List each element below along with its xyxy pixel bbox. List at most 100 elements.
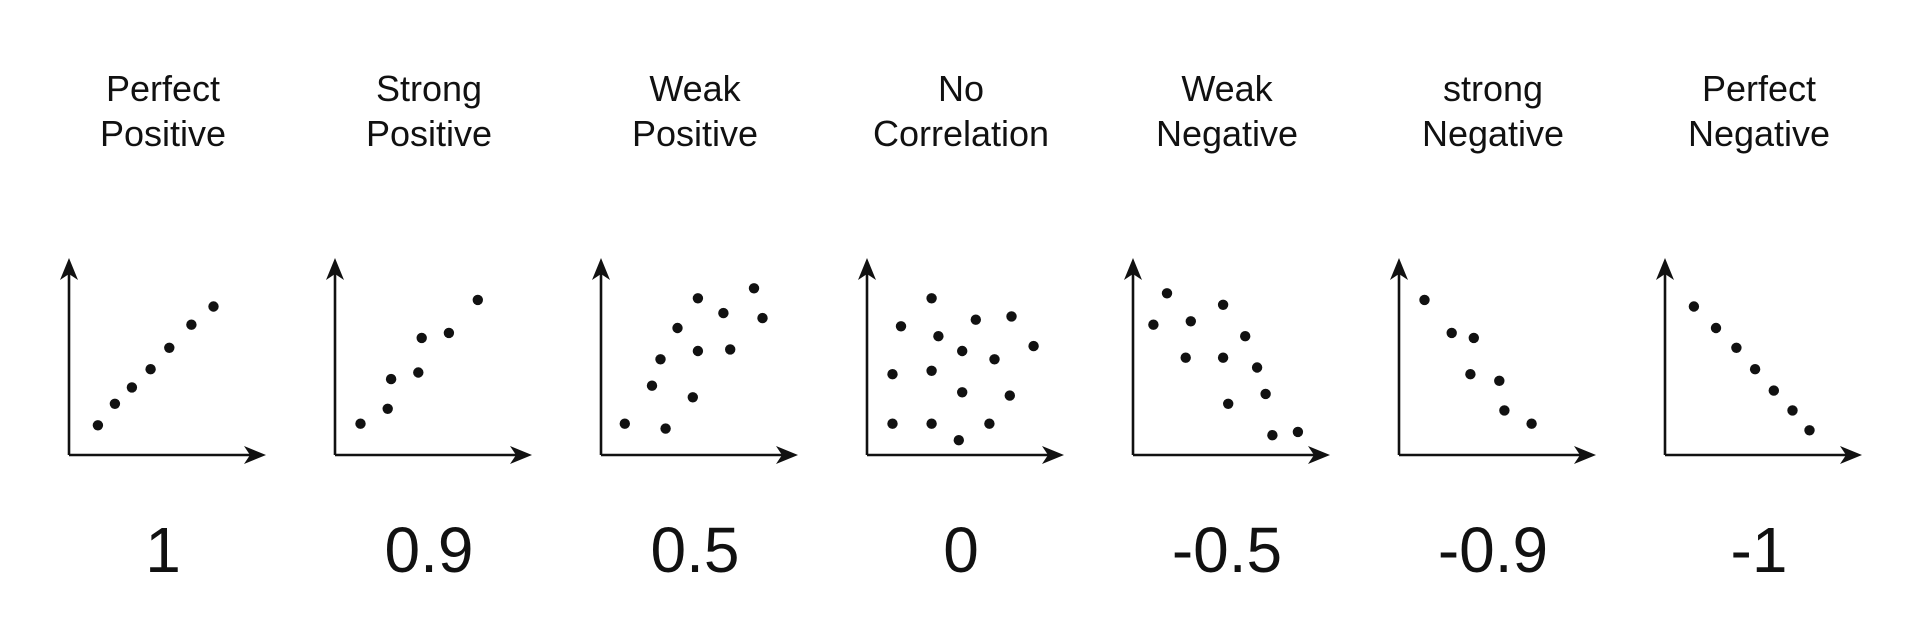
scatter-point	[660, 423, 671, 434]
scatter-point	[1217, 299, 1229, 310]
correlation-value: 0.5	[650, 514, 740, 586]
scatter-point	[672, 322, 683, 334]
panel-weak-positive: Weak Positive 0.5	[562, 0, 828, 640]
scatter-point	[1419, 294, 1430, 306]
scatter-point	[472, 294, 483, 306]
panel-title-line2: Positive	[631, 113, 759, 154]
scatter-point	[953, 435, 964, 446]
scatter-plot	[296, 250, 562, 480]
scatter-point	[887, 418, 898, 429]
y-axis-arrow-icon	[1656, 258, 1674, 280]
scatter-point	[1267, 430, 1278, 441]
scatter-point	[692, 293, 704, 304]
scatter-point	[1185, 316, 1196, 327]
scatter-point	[416, 332, 427, 344]
x-axis-arrow-icon	[244, 446, 266, 464]
scatter-point	[413, 367, 424, 378]
scatter-plot-svg	[858, 258, 1064, 464]
plot-points	[1688, 301, 1815, 436]
plot-axes	[326, 258, 532, 464]
scatter-point	[1749, 364, 1761, 375]
panel-title-line1: Weak	[1181, 68, 1273, 109]
y-axis-arrow-icon	[326, 258, 344, 280]
scatter-point	[109, 398, 121, 409]
scatter-plot-svg	[1390, 258, 1596, 464]
y-axis-arrow-icon	[60, 258, 78, 280]
x-axis-arrow-icon	[1840, 446, 1862, 464]
scatter-point	[1004, 390, 1015, 401]
scatter-point	[1180, 352, 1191, 363]
panel-title-line2: Negative	[1421, 113, 1565, 154]
scatter-point	[1499, 405, 1510, 416]
plot-axes	[1124, 258, 1330, 464]
scatter-point	[92, 420, 104, 431]
scatter-point	[355, 418, 366, 429]
scatter-point	[1446, 327, 1457, 339]
scatter-point	[1494, 375, 1505, 386]
scatter-point	[687, 392, 698, 403]
panel-title: Weak Negative	[1094, 66, 1360, 156]
scatter-point	[1768, 385, 1779, 396]
scatter-point	[1217, 352, 1229, 363]
scatter-plot	[1094, 250, 1360, 480]
scatter-point	[646, 380, 658, 391]
x-axis-arrow-icon	[776, 446, 798, 464]
panel-title-line2: Correlation	[872, 113, 1050, 154]
panel-weak-negative: Weak Negative -0.5	[1094, 0, 1360, 640]
scatter-plot-svg	[60, 258, 266, 464]
x-axis-arrow-icon	[1308, 446, 1330, 464]
panel-title: Perfect Positive	[30, 66, 296, 156]
scatter-point	[443, 327, 455, 339]
panel-title: Strong Positive	[296, 66, 562, 156]
correlation-value: 0.9	[384, 514, 474, 586]
panel-title: strong Negative	[1360, 66, 1626, 156]
panel-title-line1: No	[937, 68, 985, 109]
scatter-plot	[1626, 250, 1892, 480]
scatter-point	[1804, 425, 1815, 436]
scatter-point	[145, 364, 156, 375]
scatter-plot-svg	[326, 258, 532, 464]
scatter-point	[718, 307, 729, 319]
y-axis-arrow-icon	[1390, 258, 1408, 280]
scatter-point	[1292, 426, 1304, 438]
scatter-plot-svg	[1124, 258, 1330, 464]
plot-axes	[60, 258, 266, 464]
scatter-point	[1526, 418, 1537, 429]
scatter-point	[984, 418, 995, 429]
correlation-value: 0	[943, 514, 979, 586]
scatter-point	[619, 418, 630, 429]
panel-title-line2: Negative	[1687, 113, 1831, 154]
plot-points	[887, 293, 1039, 446]
scatter-plot	[828, 250, 1094, 480]
scatter-point	[1006, 311, 1017, 322]
correlation-value: -0.5	[1171, 514, 1283, 586]
plot-points	[619, 283, 768, 434]
x-axis-arrow-icon	[510, 446, 532, 464]
scatter-point	[1028, 340, 1039, 352]
scatter-point	[385, 373, 397, 385]
panel-strong-negative: strong Negative -0.9	[1360, 0, 1626, 640]
scatter-point	[757, 312, 768, 324]
scatter-plot	[30, 250, 296, 480]
y-axis-arrow-icon	[1124, 258, 1142, 280]
panel-title-line2: Positive	[99, 113, 227, 154]
scatter-point	[1465, 369, 1476, 380]
plot-axes	[592, 258, 798, 464]
panel-perfect-negative: Perfect Negative -1	[1626, 0, 1892, 640]
panel-title-line2: Negative	[1155, 113, 1299, 154]
panel-title: Weak Positive	[562, 66, 828, 156]
scatter-point	[887, 369, 898, 380]
scatter-point	[895, 321, 907, 332]
correlation-value: -1	[1730, 514, 1788, 586]
plot-points	[1148, 288, 1304, 441]
panel-perfect-positive: Perfect Positive 1	[30, 0, 296, 640]
scatter-point	[957, 387, 968, 398]
scatter-point	[164, 342, 175, 353]
plot-axes	[858, 258, 1064, 464]
y-axis-arrow-icon	[858, 258, 876, 280]
scatter-point	[748, 283, 760, 294]
scatter-point	[692, 345, 704, 357]
scatter-point	[1468, 332, 1479, 344]
scatter-point	[989, 354, 1000, 365]
panel-strong-positive: Strong Positive 0.9	[296, 0, 562, 640]
